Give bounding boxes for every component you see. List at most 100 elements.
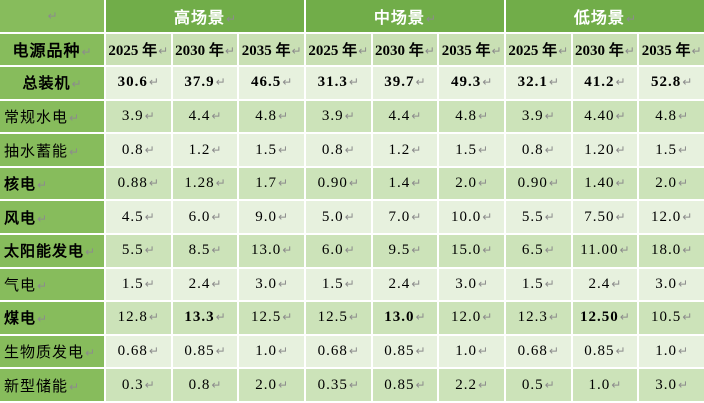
paragraph-mark-icon: ↵ <box>615 109 626 123</box>
scenario-label: 中场景 <box>373 9 425 27</box>
table-cell: 2.0↵ <box>439 167 504 200</box>
table-row: 总装机↵ 30.6↵ 37.9↵ 46.5↵ 31.3↵ 39.7↵ 49.3↵ 32.1↵ 4… <box>0 67 704 99</box>
paragraph-mark-icon: ↵ <box>682 75 693 90</box>
table-cell: 12.8↵ <box>106 302 171 334</box>
cell-value: 11.00 <box>580 242 619 259</box>
table-cell: 10.0↵ <box>439 201 504 234</box>
cell-value: 4.8 <box>655 108 677 124</box>
paragraph-mark-icon: ↵ <box>148 75 159 90</box>
table-cell: 1.7↵ <box>239 167 304 200</box>
table-cell: 4.8↵ <box>639 100 704 133</box>
table-cell: 0.85↵ <box>372 335 438 368</box>
row-label-text: 气电 <box>4 277 37 294</box>
table-cell: 4.8↵ <box>239 100 304 133</box>
year-header: 2035 年↵ <box>239 33 304 66</box>
cell-value: 4.40 <box>584 108 615 124</box>
cell-value: 6.0 <box>188 208 211 225</box>
table-cell: 32.1↵ <box>505 67 571 99</box>
table-cell: 46.5↵ <box>239 67 304 99</box>
paragraph-mark-icon: ↵ <box>615 142 626 157</box>
table-cell: 7.50↵ <box>572 201 638 234</box>
table-cell: 1.2↵ <box>172 134 238 166</box>
cell-value: 9.0 <box>255 208 277 225</box>
table-cell: 2.4↵ <box>572 268 638 301</box>
paragraph-mark-icon: ↵ <box>615 75 626 90</box>
paragraph-mark-icon: ↵ <box>482 75 493 90</box>
cell-value: 39.7 <box>384 74 415 91</box>
year-label: 2030 年 <box>175 42 224 59</box>
cell-value: 0.35 <box>317 376 348 393</box>
paragraph-mark-icon: ↵ <box>344 142 355 157</box>
table-cell: 0.8↵ <box>505 134 571 166</box>
table-cell: 4.40↵ <box>572 100 638 133</box>
cell-value: 1.5 <box>521 275 544 292</box>
cell-value: 12.8 <box>117 309 148 326</box>
table-cell: 52.8↵ <box>639 67 704 99</box>
paragraph-mark-icon: ↵ <box>619 310 630 325</box>
row-label-text: 总装机 <box>22 76 71 93</box>
cell-value: 6.5 <box>521 242 544 259</box>
cell-value: 37.9 <box>184 74 215 91</box>
year-label: 2035 年 <box>441 42 491 59</box>
cell-value: 12.5 <box>250 309 282 326</box>
cell-value: 4.8 <box>455 108 477 124</box>
corner-cell: ↵ <box>0 0 104 32</box>
table-cell: 12.50↵ <box>572 302 638 334</box>
table-cell: 0.68↵ <box>505 335 571 368</box>
cell-value: 0.90 <box>517 175 548 192</box>
cell-value: 0.3 <box>121 376 144 393</box>
table-cell: 1.0↵ <box>572 369 638 401</box>
table-cell: 12.0↵ <box>639 201 704 234</box>
cell-value: 7.0 <box>388 208 411 225</box>
paragraph-mark-icon: ↵ <box>158 43 169 58</box>
paragraph-mark-icon: ↵ <box>348 176 359 191</box>
table-cell: 3.0↵ <box>639 369 704 401</box>
table-cell: 0.8↵ <box>106 134 171 166</box>
paragraph-mark-icon: ↵ <box>411 109 422 123</box>
cell-value: 2.0 <box>455 175 477 192</box>
paragraph-mark-icon: ↵ <box>611 276 622 291</box>
paragraph-mark-icon: ↵ <box>215 176 226 191</box>
paragraph-mark-icon: ↵ <box>682 209 693 224</box>
paragraph-mark-icon: ↵ <box>37 312 48 327</box>
scenario-header-low: 低场景↵ <box>505 0 704 32</box>
row-label: 常规水电↵ <box>0 100 104 133</box>
table-cell: 0.85↵ <box>572 335 638 368</box>
table-row: 太阳能发电↵ 5.5↵ 8.5↵ 13.0↵ 6.0↵ 9.5↵ 15.0↵ 6.5↵ 11.0… <box>0 235 704 267</box>
cell-value: 3.9 <box>121 108 144 124</box>
table-cell: 1.5↵ <box>439 134 504 166</box>
row-label: 气电↵ <box>0 268 104 301</box>
paragraph-mark-icon: ↵ <box>544 109 555 123</box>
year-label: 2030 年 <box>575 42 624 59</box>
cell-value: 2.4 <box>388 275 411 292</box>
paragraph-mark-icon: ↵ <box>415 377 426 392</box>
paragraph-mark-icon: ↵ <box>424 43 435 58</box>
table-cell: 4.5↵ <box>106 201 171 234</box>
table-cell: 1.20↵ <box>572 134 638 166</box>
cell-value: 4.4 <box>188 108 211 124</box>
table-cell: 0.8↵ <box>172 369 238 401</box>
row-label: 风电↵ <box>0 201 104 234</box>
table-cell: 2.4↵ <box>372 268 438 301</box>
table-cell: 12.3↵ <box>505 302 571 334</box>
paragraph-mark-icon: ↵ <box>291 43 302 58</box>
cell-value: 12.5 <box>317 309 348 326</box>
cell-value: 18.0 <box>650 242 682 259</box>
year-header: 2030 年↵ <box>172 33 238 66</box>
year-label: 2035 年 <box>241 42 291 59</box>
cell-value: 0.8 <box>321 141 344 158</box>
table-cell: 13.0↵ <box>372 302 438 334</box>
row-label-text: 煤电 <box>4 311 37 328</box>
table-cell: 2.4↵ <box>172 268 238 301</box>
table-cell: 1.0↵ <box>239 335 304 368</box>
paragraph-mark-icon: ↵ <box>691 43 702 58</box>
table-cell: 3.9↵ <box>305 100 371 133</box>
paragraph-mark-icon: ↵ <box>415 310 426 325</box>
cell-value: 8.5 <box>188 242 211 259</box>
row-label-text: 新型储能 <box>4 378 69 395</box>
cell-value: 3.9 <box>321 108 344 124</box>
cell-value: 12.0 <box>650 208 682 225</box>
paragraph-mark-icon: ↵ <box>37 178 48 193</box>
